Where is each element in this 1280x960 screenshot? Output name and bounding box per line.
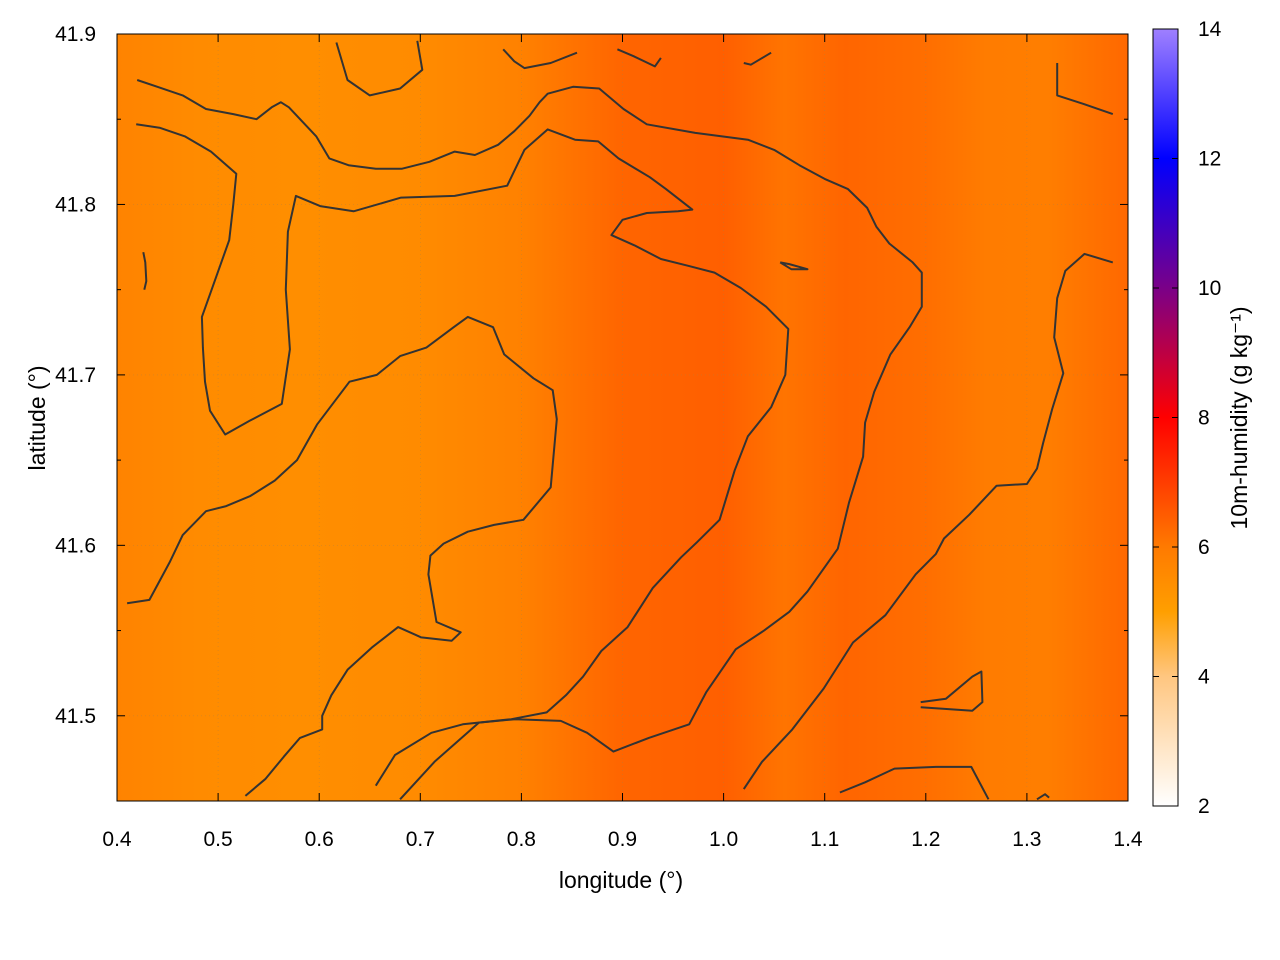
humidity-field — [117, 34, 1128, 801]
y-tick-label: 41.7 — [55, 364, 96, 387]
colorbar-tick-label: 4 — [1198, 666, 1210, 689]
y-tick-label: 41.8 — [55, 193, 96, 216]
contour-lines — [126, 40, 1114, 801]
x-tick-label: 1.0 — [709, 828, 738, 851]
plot-area: 0.4 0.5 0.6 0.7 0.8 0.9 1.0 1.1 1.2 1.3 1.4 41.541… — [55, 23, 1143, 851]
contour-line — [136, 123, 790, 787]
y-axis-title: latitude (°) — [24, 365, 50, 470]
colorbar-tick-label: 14 — [1198, 18, 1222, 41]
contour-line — [920, 670, 984, 712]
contour-line — [1036, 793, 1050, 801]
x-tick-label: 0.5 — [203, 828, 232, 851]
x-tick-label: 1.3 — [1012, 828, 1041, 851]
x-tick-label: 0.8 — [507, 828, 536, 851]
x-tick-label: 0.9 — [608, 828, 637, 851]
x-tick-label: 1.2 — [911, 828, 940, 851]
y-tick-label: 41.6 — [55, 534, 96, 557]
x-tick-label: 0.4 — [102, 828, 132, 851]
contour-line — [742, 252, 1114, 790]
colorbar-ticks: 2 4 6 8 10 12 14 — [1153, 18, 1222, 818]
contour-line — [779, 261, 809, 271]
colorbar-tick-label: 8 — [1198, 407, 1210, 430]
x-tick-label: 0.6 — [305, 828, 334, 851]
colorbar: 2 4 6 8 10 12 14 — [1152, 18, 1222, 818]
x-axis-ticks: 0.4 0.5 0.6 0.7 0.8 0.9 1.0 1.1 1.2 1.3 1.4 — [102, 34, 1143, 851]
colorbar-tick-label: 2 — [1198, 795, 1210, 818]
y-tick-label: 41.5 — [55, 705, 96, 728]
contour-line — [743, 51, 772, 66]
x-tick-label: 1.1 — [810, 828, 839, 851]
contour-line — [126, 315, 558, 797]
x-tick-label: 1.4 — [1113, 828, 1143, 851]
contour-line — [617, 48, 662, 68]
colorbar-tick-label: 12 — [1198, 148, 1221, 171]
contour-line — [136, 79, 923, 800]
colorbar-tick-label: 10 — [1198, 277, 1221, 300]
y-axis-ticks: 41.5 41.6 41.7 41.8 41.9 — [55, 23, 1128, 802]
colorbar-tick-label: 6 — [1198, 536, 1210, 559]
contour-line — [335, 40, 424, 97]
contour-line — [1056, 63, 1114, 116]
x-axis-title: longitude (°) — [559, 867, 683, 893]
x-tick-label: 0.7 — [406, 828, 435, 851]
contour-line — [142, 252, 148, 290]
y-tick-label: 41.9 — [55, 23, 96, 46]
contour-line — [502, 48, 578, 70]
contour-line — [839, 765, 990, 800]
colorbar-title: 10m-humidity (g kg⁻¹) — [1226, 306, 1252, 529]
